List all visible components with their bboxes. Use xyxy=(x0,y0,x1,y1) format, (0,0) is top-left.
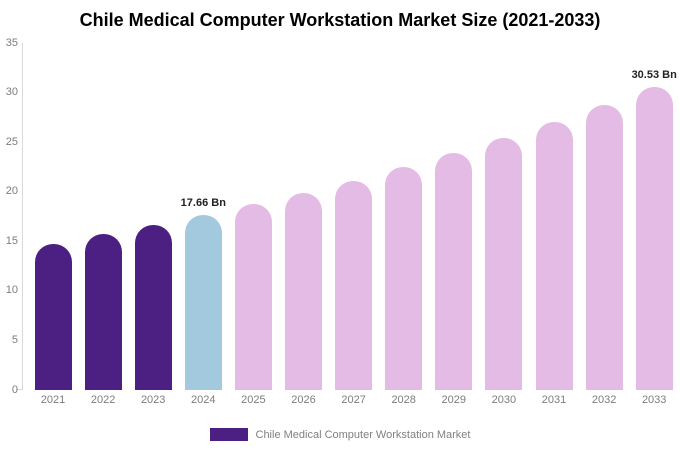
bar-2029 xyxy=(435,153,473,390)
y-axis-line xyxy=(22,43,23,390)
x-label-2025: 2025 xyxy=(241,394,266,406)
bar-2032 xyxy=(585,105,623,390)
chart-title: Chile Medical Computer Workstation Marke… xyxy=(79,10,601,30)
y-tick-20: 20 xyxy=(5,185,18,198)
x-label-2030: 2030 xyxy=(491,394,517,406)
bar-2028 xyxy=(385,166,423,390)
x-label-2031: 2031 xyxy=(541,394,567,406)
y-axis-zero-tick xyxy=(16,389,22,390)
bar-value-label-2024: 17.66 Bn xyxy=(180,196,226,209)
legend-label: Chile Medical Computer Workstation Marke… xyxy=(255,428,471,441)
legend: Chile Medical Computer Workstation Marke… xyxy=(0,428,680,441)
bar-2033 xyxy=(635,87,673,390)
x-label-2022: 2022 xyxy=(90,394,116,406)
bar-value-label-2033: 30.53 Bn xyxy=(631,69,677,82)
y-tick-15: 15 xyxy=(5,234,18,247)
bar-2031 xyxy=(535,122,573,390)
y-tick-25: 25 xyxy=(5,135,18,148)
x-label-2026: 2026 xyxy=(291,394,316,406)
x-label-2023: 2023 xyxy=(140,394,166,406)
x-label-2024: 2024 xyxy=(191,394,216,406)
y-tick-5: 5 xyxy=(11,333,18,346)
y-tick-10: 10 xyxy=(5,284,18,297)
bar-2027 xyxy=(335,180,373,390)
y-tick-0: 0 xyxy=(11,383,18,396)
x-label-2033: 2033 xyxy=(641,394,667,406)
legend-swatch xyxy=(209,428,248,441)
x-label-2028: 2028 xyxy=(391,394,416,406)
bar-2023 xyxy=(134,225,172,390)
x-label-2021: 2021 xyxy=(40,394,66,406)
bar-2022 xyxy=(84,234,122,390)
bar-2030 xyxy=(485,138,523,390)
y-tick-35: 35 xyxy=(5,36,18,49)
x-label-2029: 2029 xyxy=(441,394,467,406)
x-label-2032: 2032 xyxy=(591,394,617,406)
bar-2024 xyxy=(184,214,222,390)
x-label-2027: 2027 xyxy=(341,394,366,406)
bar-2021 xyxy=(34,244,72,390)
y-tick-30: 30 xyxy=(5,86,18,99)
bar-2026 xyxy=(285,192,322,390)
bar-2025 xyxy=(234,203,272,390)
